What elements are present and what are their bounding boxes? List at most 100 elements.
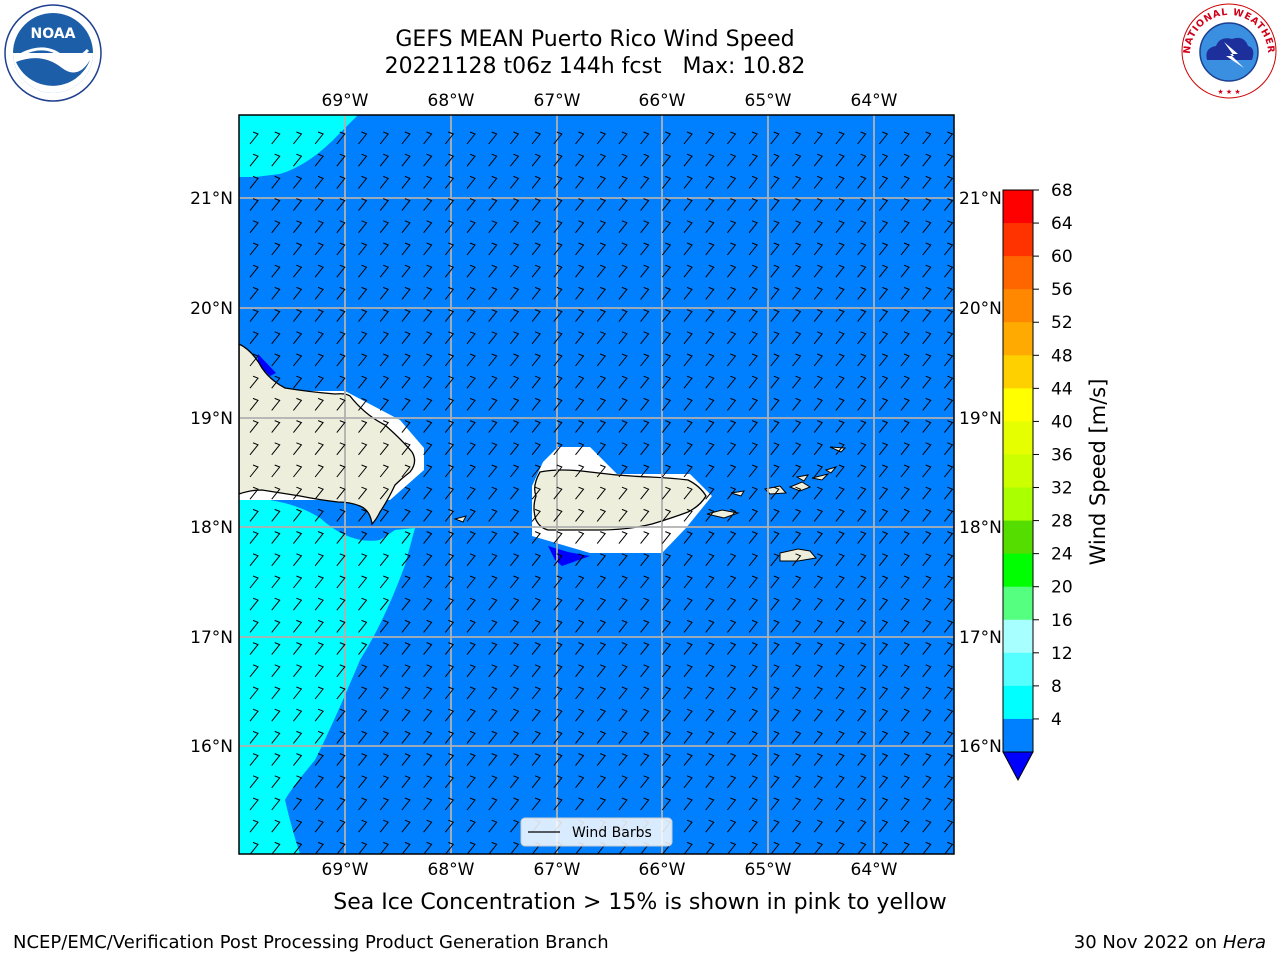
map-legend: Wind Barbs	[520, 817, 673, 847]
wind-barb	[748, 730, 758, 744]
wind-barb	[661, 619, 672, 633]
wind-barb	[336, 619, 346, 633]
wind-barb	[944, 486, 954, 500]
wind-barb	[575, 619, 585, 633]
wind-barb	[878, 175, 889, 189]
wind-barb	[835, 531, 845, 544]
wind-barb	[683, 531, 693, 544]
colorbar-bin	[1003, 652, 1033, 687]
wind-barb	[336, 286, 346, 300]
wind-barb	[900, 420, 910, 433]
wind-barb	[661, 753, 672, 766]
wind-barb	[314, 464, 324, 478]
wind-barb	[336, 775, 346, 789]
wind-barb	[792, 198, 802, 211]
wind-barb	[683, 730, 693, 744]
sea-ice-caption: Sea Ice Concentration > 15% is shown in …	[333, 890, 947, 915]
wind-barb	[640, 708, 650, 722]
wind-barb	[878, 686, 889, 700]
wind-barb	[770, 198, 780, 211]
wind-barb	[944, 220, 954, 234]
wind-barb	[683, 597, 693, 611]
wind-barb	[249, 619, 259, 633]
wind-barb	[705, 397, 715, 411]
wind-barb	[488, 353, 498, 367]
wind-barb	[727, 775, 737, 789]
wind-barb	[900, 264, 910, 278]
wind-barb	[857, 464, 867, 478]
wind-barb	[727, 819, 737, 833]
wind-barb	[835, 153, 845, 167]
wind-barb	[444, 597, 455, 611]
wind-barb	[705, 664, 715, 678]
wind-barb	[575, 686, 585, 700]
wind-barb	[553, 619, 563, 633]
wind-barb	[596, 797, 607, 811]
wind-barb	[900, 597, 910, 611]
wind-barb	[336, 464, 346, 478]
wind-barb	[423, 508, 433, 522]
wind-barb	[249, 242, 259, 256]
wind-barb	[596, 286, 607, 300]
wind-barb	[857, 642, 867, 655]
wind-barb	[748, 553, 758, 567]
wind-barb	[314, 220, 324, 234]
wind-barb	[944, 464, 954, 478]
wind-barb	[596, 242, 607, 256]
wind-barb	[249, 198, 259, 211]
wind-barb	[857, 775, 867, 789]
wind-barb	[770, 619, 780, 633]
wind-barb	[249, 131, 259, 145]
wind-barb	[770, 642, 780, 655]
wind-barb	[727, 553, 737, 567]
wind-barb	[878, 242, 889, 256]
wind-barb	[401, 242, 411, 256]
wind-barb	[444, 575, 455, 589]
wind-barb	[466, 198, 476, 211]
wind-barb	[510, 775, 520, 789]
wind-barb	[401, 664, 411, 678]
wind-barb	[727, 353, 737, 367]
wind-barb	[900, 309, 910, 322]
wind-barb	[640, 753, 650, 766]
wind-barb	[271, 730, 281, 744]
wind-barb	[314, 753, 324, 766]
wind-barb	[792, 642, 802, 655]
wind-barb	[618, 220, 628, 234]
wind-barb	[379, 575, 390, 589]
wind-barb	[531, 797, 541, 811]
wind-barb	[705, 220, 715, 234]
wind-barb	[358, 642, 368, 655]
wind-barb	[683, 420, 693, 433]
wind-barb	[900, 730, 910, 744]
colorbar-bin	[1003, 520, 1033, 555]
wind-barb	[249, 397, 259, 411]
wind-barb	[640, 464, 650, 478]
wind-barb	[596, 198, 607, 211]
wind-barb	[878, 531, 889, 544]
wind-barb	[922, 131, 932, 145]
wind-barb	[596, 686, 607, 700]
wind-barb	[531, 597, 541, 611]
wind-barb	[878, 353, 889, 367]
wind-barb	[748, 575, 758, 589]
wind-barb	[792, 131, 802, 145]
wind-barb	[444, 619, 455, 633]
wind-barb	[748, 153, 758, 167]
wind-barb	[444, 464, 455, 478]
wind-barb	[748, 819, 758, 833]
wind-barb	[466, 642, 476, 655]
wind-barb	[358, 775, 368, 789]
wind-barb	[944, 597, 954, 611]
wind-barb	[293, 397, 303, 411]
svg-text:69°W: 69°W	[322, 860, 369, 880]
wind-barb	[705, 619, 715, 633]
wind-barb	[379, 664, 390, 678]
wind-barb	[423, 153, 433, 167]
svg-text:NOAA: NOAA	[31, 26, 76, 42]
wind-barb	[553, 264, 563, 278]
wind-barb	[922, 841, 932, 854]
wind-barb	[314, 175, 324, 189]
wind-barb	[857, 841, 867, 854]
wind-barb	[271, 597, 281, 611]
